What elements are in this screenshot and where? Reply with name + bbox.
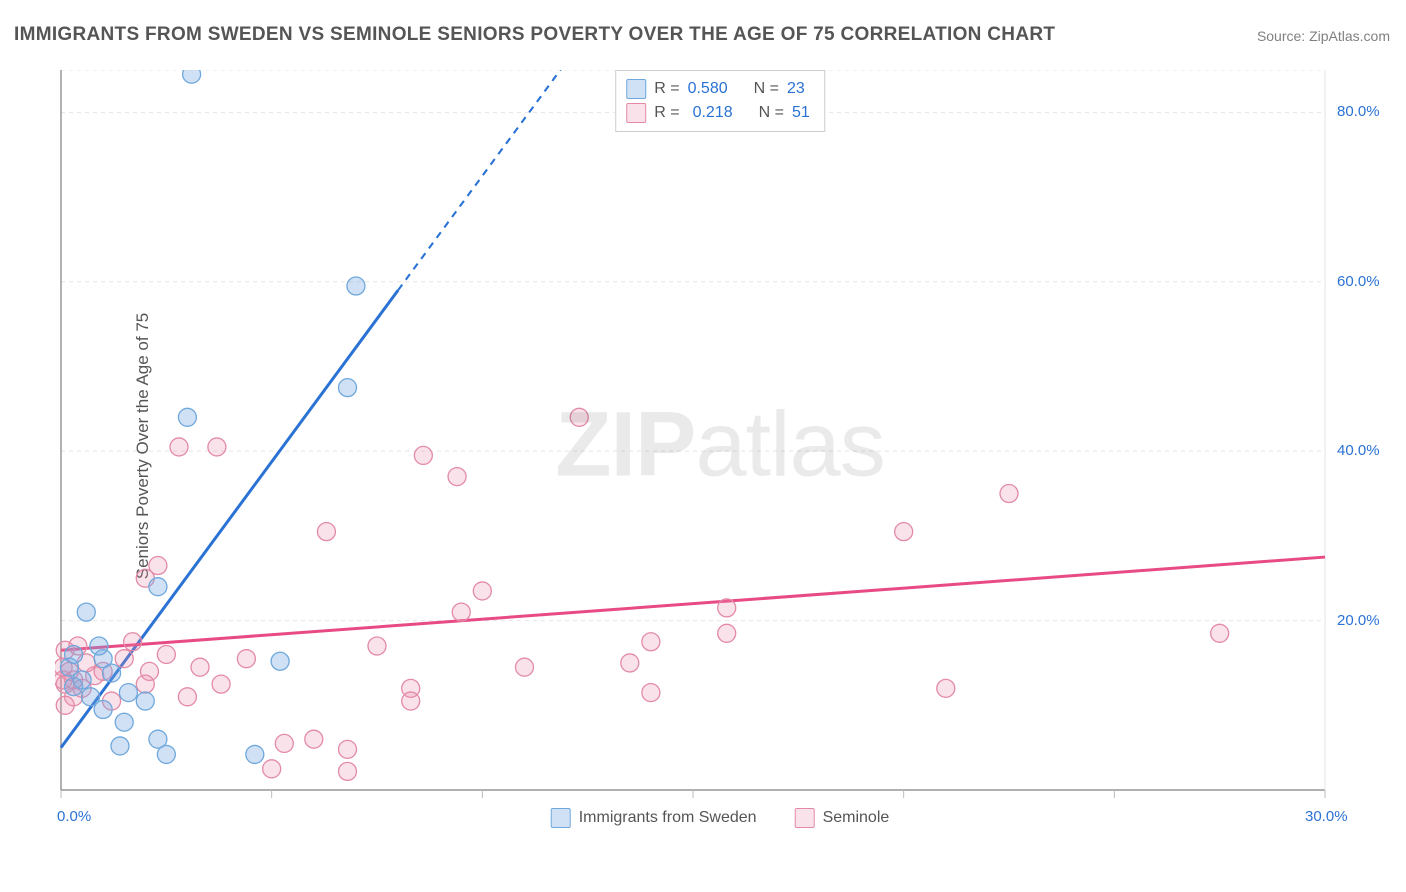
legend-stats: R = 0.580 N = 23 R = 0.218 N = 51 <box>615 70 825 132</box>
legend-item-seminole: Seminole <box>795 808 890 828</box>
stat-value-n: 23 <box>787 80 805 98</box>
swatch-sweden <box>626 79 646 99</box>
y-axis-tick-label: 80.0% <box>1337 103 1380 120</box>
legend-label: Seminole <box>823 809 890 827</box>
source-label: Source: ZipAtlas.com <box>1257 28 1390 44</box>
x-axis-tick-label: 30.0% <box>1305 808 1348 825</box>
y-axis-tick-label: 60.0% <box>1337 273 1380 290</box>
stat-value-r: 0.580 <box>688 80 728 98</box>
scatter-chart-svg <box>55 70 1385 830</box>
y-axis-tick-label: 40.0% <box>1337 442 1380 459</box>
chart-plot-area: ZIPatlas R = 0.580 N = 23 R = 0.218 N = … <box>55 70 1385 830</box>
swatch-sweden <box>551 808 571 828</box>
legend-row-seminole: R = 0.218 N = 51 <box>626 101 810 125</box>
stat-label-n: N = <box>759 104 784 122</box>
legend-series: Immigrants from Sweden Seminole <box>551 808 890 828</box>
swatch-seminole <box>795 808 815 828</box>
legend-label: Immigrants from Sweden <box>579 809 757 827</box>
stat-value-r: 0.218 <box>688 104 733 122</box>
stat-label-r: R = <box>654 80 679 98</box>
stat-value-n: 51 <box>792 104 810 122</box>
stat-label-n: N = <box>754 80 779 98</box>
swatch-seminole <box>626 103 646 123</box>
x-axis-tick-label: 0.0% <box>57 808 91 825</box>
chart-title: IMMIGRANTS FROM SWEDEN VS SEMINOLE SENIO… <box>14 24 1055 46</box>
legend-row-sweden: R = 0.580 N = 23 <box>626 77 810 101</box>
stat-label-r: R = <box>654 104 679 122</box>
legend-item-sweden: Immigrants from Sweden <box>551 808 757 828</box>
y-axis-tick-label: 20.0% <box>1337 612 1380 629</box>
